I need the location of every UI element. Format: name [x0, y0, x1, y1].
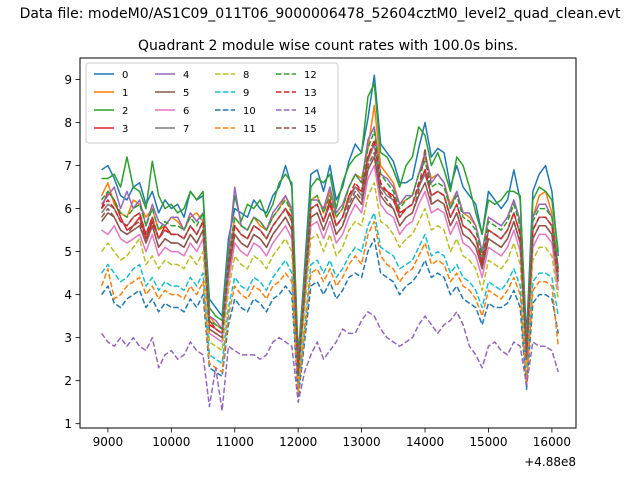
y-tick-label: 4 [64, 288, 72, 302]
legend-label-5: 5 [183, 88, 189, 99]
legend-label-3: 3 [122, 124, 128, 135]
series-line-14 [100, 311, 559, 412]
legend-label-12: 12 [304, 70, 317, 81]
y-tick-label: 1 [64, 417, 72, 431]
series-line-11 [100, 220, 559, 395]
x-tick-label: 9000 [93, 435, 124, 449]
x-tick-label: 10000 [152, 435, 190, 449]
plot-frame [79, 57, 577, 429]
series-line-2 [101, 83, 559, 356]
series-layer [100, 74, 559, 412]
legend-label-4: 4 [183, 70, 189, 81]
legend-label-0: 0 [122, 70, 128, 81]
legend-label-2: 2 [122, 106, 128, 117]
figure-suptitle: Data file: modeM0/AS1C09_011T06_90000064… [20, 6, 621, 22]
series-line-12 [100, 130, 559, 369]
x-tick-label: 11000 [216, 435, 254, 449]
legend-label-7: 7 [183, 124, 189, 135]
x-tick-label: 14000 [406, 435, 444, 449]
legend-frame [85, 62, 339, 144]
legend-label-13: 13 [304, 88, 317, 99]
legend-label-9: 9 [243, 88, 249, 99]
x-axis: 9000 10000 11000 12000 13000 14000 15000 16000 [93, 428, 571, 449]
legend-label-10: 10 [243, 106, 256, 117]
legend-label-8: 8 [243, 70, 249, 81]
series-line-10 [100, 237, 559, 399]
y-tick-label: 7 [64, 159, 72, 173]
legend-label-15: 15 [304, 124, 317, 135]
series-line-8 [100, 182, 559, 386]
y-tick-label: 8 [64, 116, 72, 130]
legend-label-6: 6 [183, 106, 189, 117]
x-tick-label: 12000 [279, 435, 317, 449]
x-tick-label: 13000 [343, 435, 381, 449]
x-tick-label: 15000 [469, 435, 507, 449]
y-axis: 1 2 3 4 5 6 7 8 9 [64, 73, 80, 431]
series-line-4 [100, 126, 559, 365]
series-line-6 [101, 164, 559, 382]
series-line-9 [100, 212, 559, 391]
series-line-15 [100, 147, 559, 378]
series-line-13 [100, 138, 559, 373]
x-offset-label: +4.88e8 [524, 455, 576, 469]
y-tick-label: 2 [64, 374, 72, 388]
legend-label-11: 11 [243, 124, 256, 135]
legend-label-1: 1 [122, 88, 128, 99]
x-tick-label: 16000 [533, 435, 571, 449]
legend-label-14: 14 [304, 106, 317, 117]
y-tick-label: 5 [64, 245, 72, 259]
y-tick-label: 9 [64, 73, 72, 87]
chart-title: Quadrant 2 module wise count rates with … [138, 38, 518, 54]
y-tick-label: 3 [64, 331, 72, 345]
y-tick-label: 6 [64, 202, 72, 216]
